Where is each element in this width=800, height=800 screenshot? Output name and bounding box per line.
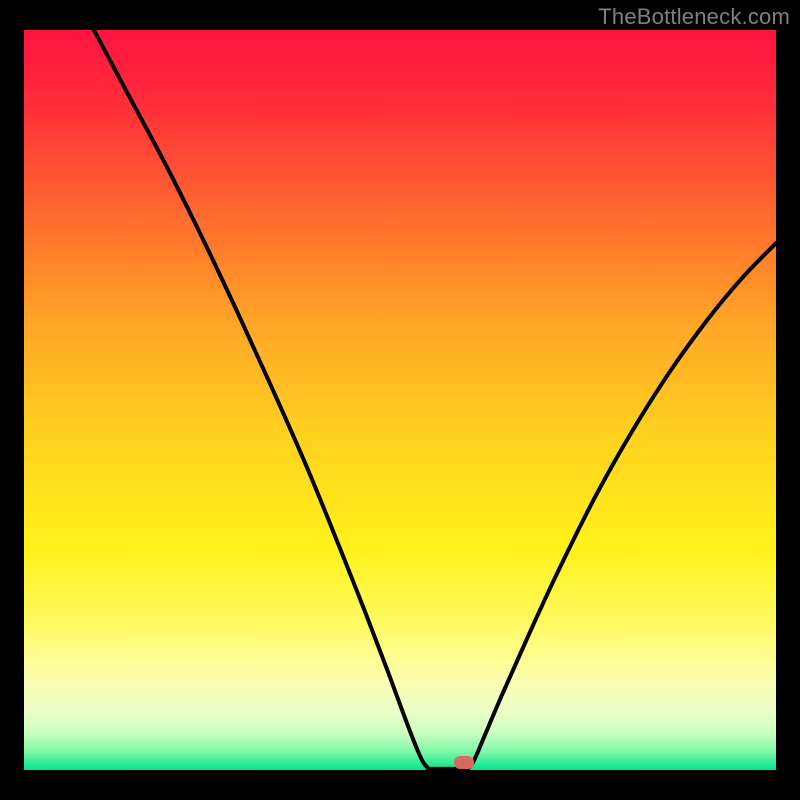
watermark-text: TheBottleneck.com: [598, 4, 790, 30]
plot-area: [24, 30, 776, 770]
chart-root: TheBottleneck.com: [0, 0, 800, 800]
